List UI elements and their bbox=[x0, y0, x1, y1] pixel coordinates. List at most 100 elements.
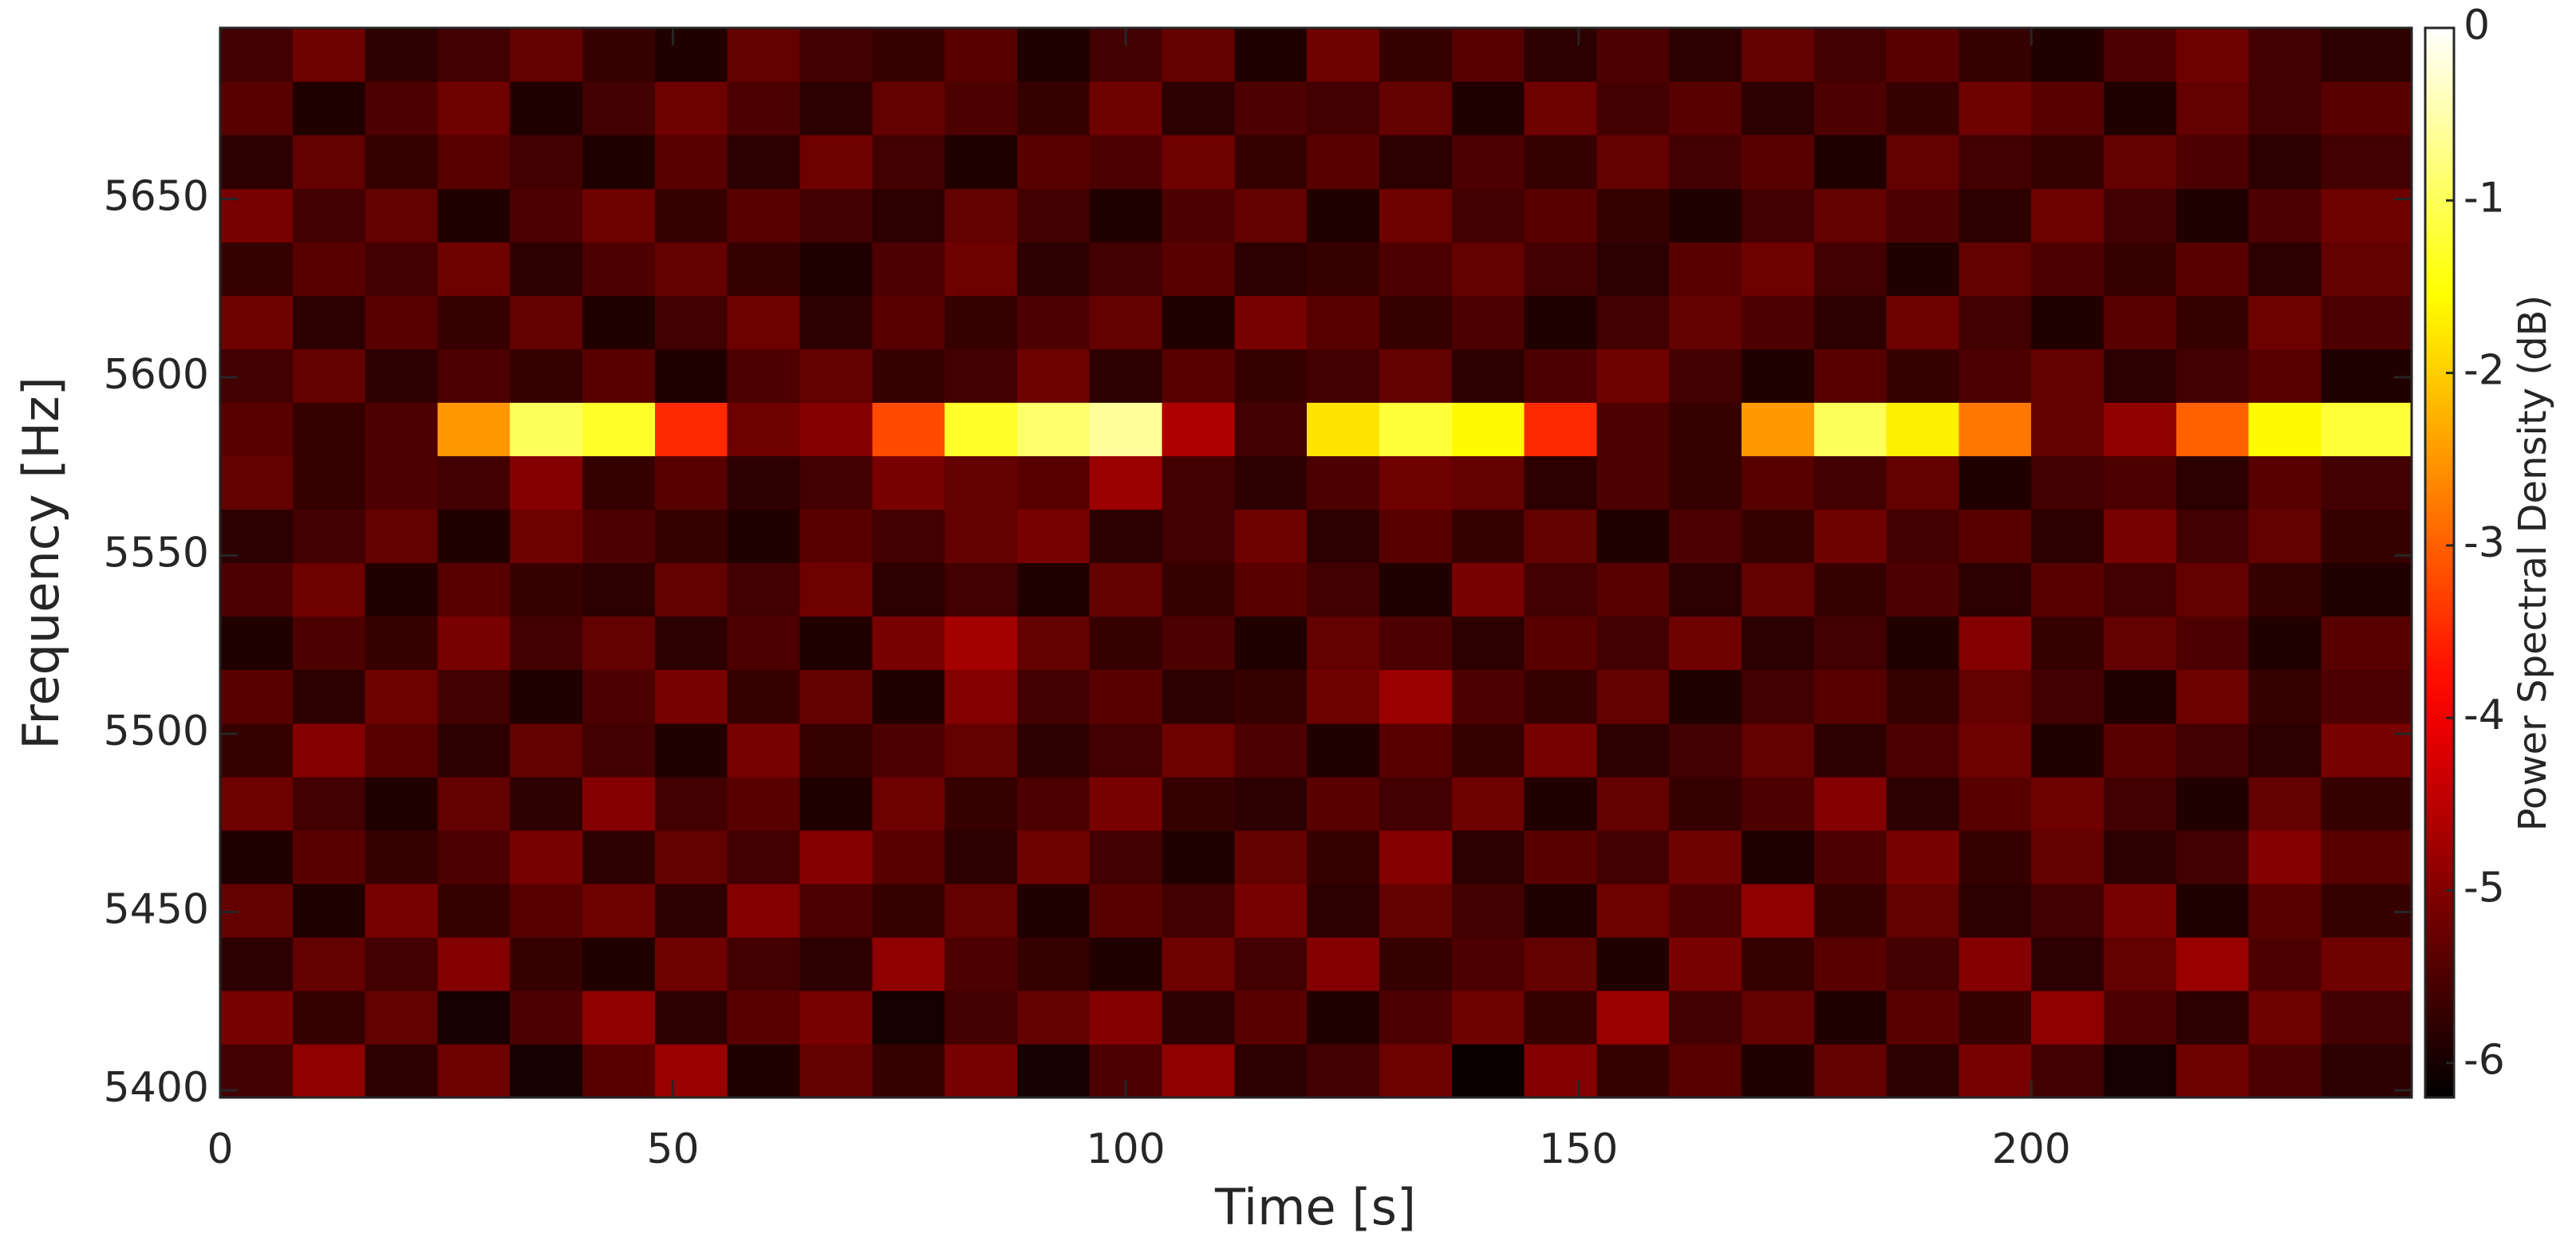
heatmap-cell bbox=[1451, 1043, 1525, 1098]
heatmap-cell bbox=[2104, 723, 2177, 778]
heatmap-cell bbox=[727, 562, 801, 617]
heatmap-cell bbox=[945, 562, 1018, 617]
heatmap-cell bbox=[292, 28, 366, 82]
heatmap-cell bbox=[872, 723, 945, 778]
heatmap-cell bbox=[220, 1043, 294, 1098]
heatmap-cell bbox=[1596, 883, 1670, 938]
heatmap-cell bbox=[2176, 616, 2250, 671]
heatmap-cell bbox=[2031, 829, 2105, 885]
heatmap-cell bbox=[1742, 402, 1815, 456]
heatmap-cell bbox=[437, 349, 511, 403]
heatmap-cell bbox=[1016, 28, 1091, 82]
heatmap-cell bbox=[2104, 776, 2177, 831]
colorbar-label: Power Spectral Density (dB) bbox=[2511, 295, 2555, 831]
heatmap-cell bbox=[1016, 669, 1091, 724]
heatmap-cell bbox=[1089, 402, 1163, 456]
heatmap-cell bbox=[654, 349, 728, 403]
heatmap-cell bbox=[945, 669, 1018, 724]
heatmap-cell bbox=[799, 28, 873, 82]
heatmap-cell bbox=[1016, 349, 1091, 403]
heatmap-cell bbox=[1307, 295, 1380, 349]
heatmap-cell bbox=[872, 883, 945, 938]
heatmap-cell bbox=[654, 509, 728, 564]
heatmap-cell bbox=[1959, 242, 2032, 296]
heatmap-cell bbox=[582, 723, 656, 778]
heatmap-cell bbox=[2104, 135, 2177, 189]
heatmap-cell bbox=[1089, 829, 1163, 885]
heatmap-cell bbox=[365, 723, 439, 778]
heatmap-cell bbox=[1742, 455, 1815, 510]
heatmap-cell bbox=[582, 883, 656, 938]
heatmap-cell bbox=[365, 135, 439, 189]
colorbar-tick-label: -3 bbox=[2464, 519, 2505, 567]
heatmap-cell bbox=[1886, 616, 1960, 671]
heatmap-cell bbox=[1524, 1043, 1597, 1098]
heatmap-cell bbox=[582, 402, 656, 456]
heatmap-cell bbox=[220, 402, 294, 456]
heatmap-cell bbox=[2248, 829, 2322, 885]
x-tick-label: 0 bbox=[207, 1125, 233, 1173]
x-tick-label: 200 bbox=[1992, 1125, 2071, 1173]
heatmap-cell bbox=[945, 776, 1018, 831]
heatmap-cell bbox=[365, 349, 439, 403]
heatmap-cell bbox=[2176, 723, 2250, 778]
heatmap-cell bbox=[1162, 509, 1235, 564]
y-tick-label: 5600 bbox=[104, 351, 209, 399]
heatmap-cell bbox=[1813, 883, 1888, 938]
heatmap-cell bbox=[2176, 669, 2250, 724]
heatmap-cell bbox=[1596, 776, 1670, 831]
heatmap-cell bbox=[2176, 776, 2250, 831]
heatmap-cell bbox=[1959, 455, 2032, 510]
heatmap-cell bbox=[2321, 562, 2412, 617]
heatmap-cell bbox=[2031, 402, 2105, 456]
heatmap-cell bbox=[2321, 936, 2412, 991]
heatmap-cell bbox=[1596, 349, 1670, 403]
heatmap-cell bbox=[1742, 616, 1815, 671]
heatmap-cell bbox=[727, 990, 801, 1045]
heatmap-cell bbox=[945, 242, 1018, 296]
heatmap-cell bbox=[2104, 188, 2177, 242]
heatmap-cell bbox=[1089, 883, 1163, 938]
heatmap-cell bbox=[292, 242, 366, 296]
heatmap-cell bbox=[2104, 616, 2177, 671]
heatmap-cell bbox=[220, 455, 294, 510]
heatmap-cell bbox=[220, 616, 294, 671]
heatmap-cell bbox=[872, 562, 945, 617]
heatmap-cell bbox=[1379, 562, 1453, 617]
heatmap-cell bbox=[654, 1043, 728, 1098]
heatmap-cell bbox=[1016, 188, 1091, 242]
heatmap-cell bbox=[582, 990, 656, 1045]
heatmap-cell bbox=[2321, 135, 2412, 189]
heatmap-cell bbox=[582, 242, 656, 296]
heatmap-cell bbox=[582, 295, 656, 349]
heatmap-cell bbox=[1451, 28, 1525, 82]
heatmap-cell bbox=[2031, 242, 2105, 296]
heatmap-cell bbox=[582, 669, 656, 724]
heatmap-cell bbox=[2321, 883, 2412, 938]
heatmap-cell bbox=[510, 349, 583, 403]
heatmap-cell bbox=[1669, 455, 1742, 510]
heatmap-cell bbox=[1016, 829, 1091, 885]
heatmap-cell bbox=[1742, 509, 1815, 564]
heatmap-cell bbox=[1886, 829, 1960, 885]
heatmap-cell bbox=[1451, 723, 1525, 778]
heatmap-cell bbox=[799, 81, 873, 136]
heatmap-cell bbox=[1162, 28, 1235, 82]
heatmap-cell bbox=[1379, 669, 1453, 724]
heatmap-cell bbox=[1089, 776, 1163, 831]
heatmap-cell bbox=[654, 723, 728, 778]
heatmap-cell bbox=[1813, 349, 1888, 403]
heatmap-cell bbox=[654, 402, 728, 456]
heatmap-cell bbox=[1813, 402, 1888, 456]
y-axis-label: Frequency [Hz] bbox=[12, 376, 70, 750]
heatmap-cell bbox=[1451, 509, 1525, 564]
heatmap-cell bbox=[2104, 349, 2177, 403]
heatmap-cell bbox=[654, 295, 728, 349]
heatmap-cell bbox=[220, 883, 294, 938]
heatmap-cell bbox=[799, 616, 873, 671]
heatmap-cell bbox=[510, 188, 583, 242]
heatmap-cell bbox=[365, 455, 439, 510]
heatmap-cell bbox=[727, 509, 801, 564]
heatmap-cell bbox=[1886, 936, 1960, 991]
heatmap-cell bbox=[1886, 990, 1960, 1045]
